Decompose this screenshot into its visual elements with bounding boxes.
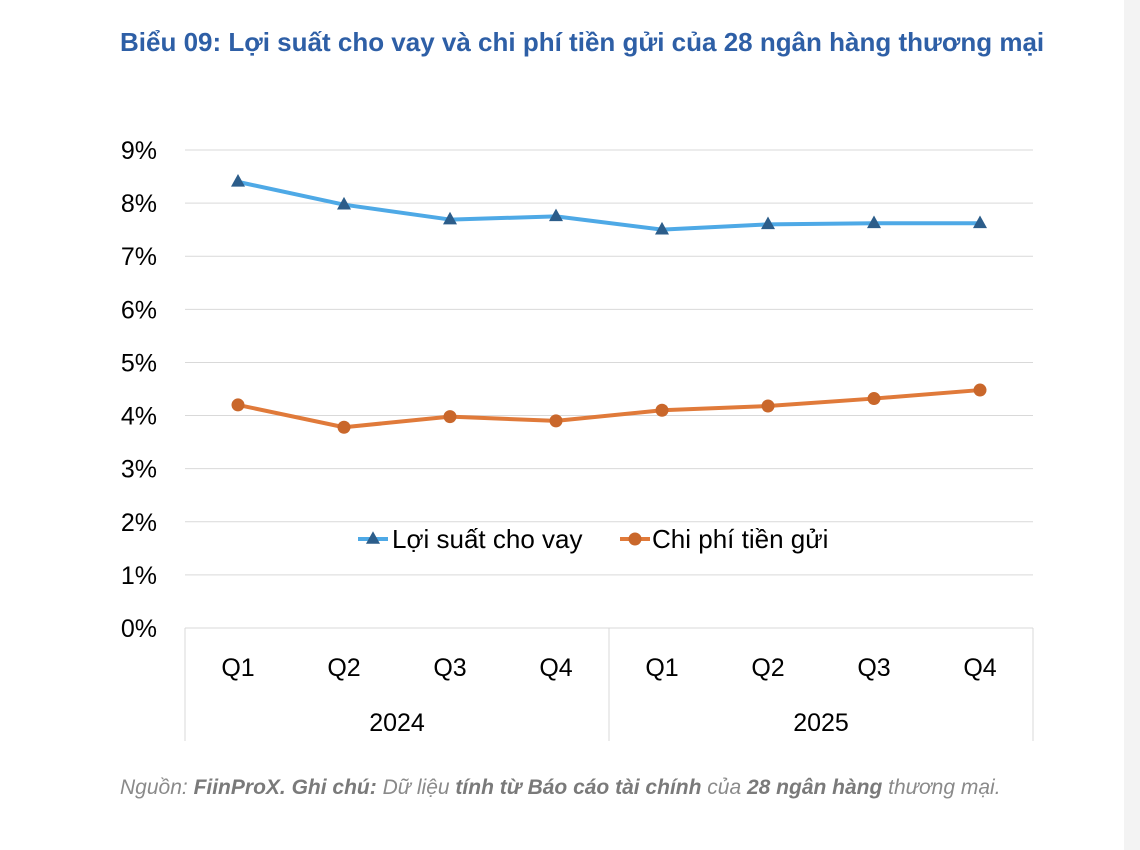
note-text-3: Báo cáo tài chính	[527, 776, 702, 799]
data-point	[761, 399, 775, 413]
x-tick-label: Q2	[751, 654, 784, 682]
series-line	[236, 179, 982, 232]
data-point	[973, 383, 987, 397]
x-tick-label: Q4	[963, 654, 996, 682]
legend-marker	[366, 531, 380, 544]
data-point	[337, 420, 351, 434]
series-line	[236, 388, 982, 430]
data-point	[549, 208, 563, 222]
x-tick-label: Q1	[645, 654, 678, 682]
data-point	[549, 414, 563, 428]
x-tick-label: Q3	[857, 654, 890, 682]
source-prefix: Nguồn:	[120, 776, 194, 799]
legend-label: Lợi suất cho vay	[392, 524, 582, 554]
data-point	[231, 398, 245, 412]
note-text-4: của	[701, 776, 747, 799]
legend-label: Chi phí tiền gửi	[652, 524, 828, 554]
data-point	[867, 392, 881, 406]
chart-title: Biểu 09: Lợi suất cho vay và chi phí tiề…	[120, 27, 1045, 57]
y-tick-label: 6%	[121, 296, 157, 324]
scrollbar-track[interactable]	[1124, 0, 1140, 850]
data-point	[443, 211, 457, 225]
data-point	[443, 410, 457, 424]
y-tick-label: 5%	[121, 349, 157, 377]
y-tick-label: 2%	[121, 509, 157, 537]
x-group-label: 2025	[793, 709, 849, 737]
note-text-2: tính từ	[455, 776, 528, 799]
note-text-6: thương mại.	[882, 776, 1001, 799]
data-point	[761, 216, 775, 230]
y-tick-label: 1%	[121, 562, 157, 590]
y-tick-label: 7%	[121, 243, 157, 271]
data-point	[231, 174, 245, 187]
y-tick-label: 0%	[121, 615, 157, 643]
source-provider: FiinProX.	[193, 776, 286, 799]
data-point	[655, 221, 669, 235]
x-tick-label: Q4	[539, 654, 572, 682]
x-tick-label: Q1	[221, 654, 254, 682]
x-group-label: 2024	[369, 709, 425, 737]
note-label: Ghi chú:	[285, 776, 383, 799]
data-point	[337, 196, 351, 210]
data-point	[867, 215, 881, 229]
legend-marker	[628, 532, 642, 546]
note-text-1: Dữ liệu	[382, 776, 456, 799]
x-tick-label: Q3	[433, 654, 466, 682]
y-tick-label: 3%	[121, 456, 157, 484]
data-point	[655, 403, 669, 417]
source-note: Nguồn: FiinProX. Ghi chú: Dữ liệu tính t…	[120, 776, 1001, 800]
x-tick-label: Q2	[327, 654, 360, 682]
data-point	[973, 215, 987, 229]
y-tick-label: 8%	[121, 190, 157, 218]
y-tick-label: 9%	[121, 137, 157, 165]
note-text-5: 28 ngân hàng	[746, 776, 883, 799]
y-tick-label: 4%	[121, 403, 157, 431]
